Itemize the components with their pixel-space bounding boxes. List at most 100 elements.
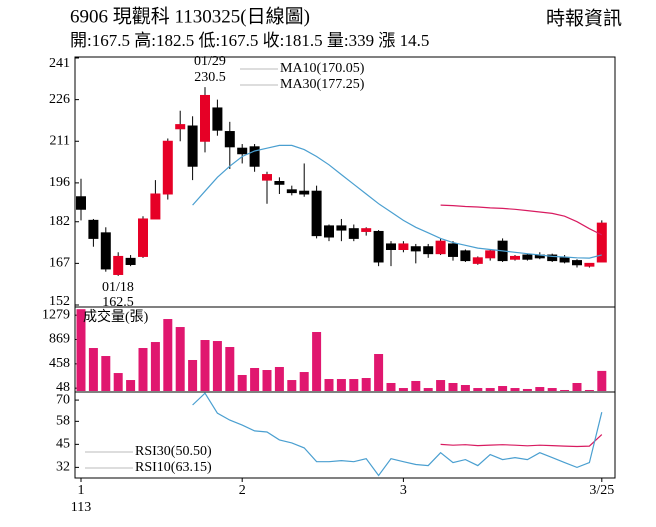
volume-bar bbox=[312, 332, 322, 391]
annotation-date: 01/18 bbox=[102, 280, 134, 295]
candle-body bbox=[398, 243, 409, 250]
y-tick-label: 241 bbox=[49, 56, 70, 71]
annotation-value: 230.5 bbox=[194, 70, 226, 85]
volume-bar bbox=[101, 356, 111, 391]
series-line bbox=[440, 204, 603, 236]
volume-bar bbox=[175, 327, 185, 391]
volume-bar bbox=[485, 388, 495, 391]
volume-bar bbox=[299, 372, 309, 391]
candle-body bbox=[100, 232, 111, 270]
legend-label: RSI30(50.50) bbox=[135, 444, 212, 459]
volume-bar bbox=[436, 380, 446, 391]
candle-body bbox=[485, 250, 496, 259]
volume-bar bbox=[200, 340, 210, 391]
candle-body bbox=[187, 125, 198, 167]
x-tick-label: 3/25 bbox=[589, 483, 614, 498]
candle-body bbox=[274, 181, 285, 185]
volume-bar bbox=[448, 382, 458, 391]
annotation-date: 01/29 bbox=[194, 54, 226, 69]
candle-body bbox=[410, 246, 421, 252]
candle-body bbox=[448, 243, 458, 257]
candle-body bbox=[572, 260, 582, 266]
volume-bar bbox=[262, 370, 272, 391]
volume-bar bbox=[547, 388, 557, 391]
candle-body bbox=[76, 196, 86, 210]
candle-body bbox=[373, 230, 384, 263]
y-tick-label: 458 bbox=[49, 356, 70, 371]
y-tick-label: 32 bbox=[56, 460, 70, 475]
annotation-value: 162.5 bbox=[102, 295, 134, 310]
candle-body bbox=[559, 257, 570, 263]
series-line bbox=[440, 434, 603, 448]
y-tick-label: 182 bbox=[49, 214, 70, 229]
volume-bar bbox=[188, 359, 198, 391]
candle-body bbox=[212, 107, 223, 131]
x-tick-label: 2 bbox=[239, 483, 246, 498]
candle-body bbox=[547, 254, 558, 262]
y-tick-label: 211 bbox=[50, 133, 70, 148]
year-label: 113 bbox=[71, 500, 91, 515]
panel-title: 成交量(張) bbox=[83, 308, 149, 325]
candle-body bbox=[286, 189, 297, 194]
y-tick-label: 45 bbox=[56, 437, 70, 452]
volume-bar bbox=[138, 348, 148, 391]
candle-body bbox=[125, 257, 136, 265]
series-line bbox=[192, 392, 603, 477]
volume-bar bbox=[113, 373, 123, 391]
volume-bar bbox=[274, 366, 284, 391]
x-tick-label: 1 bbox=[78, 483, 85, 498]
candle-body bbox=[423, 246, 434, 255]
volume-bar bbox=[374, 354, 384, 391]
volume-bar bbox=[361, 378, 371, 391]
volume-bar bbox=[460, 385, 470, 391]
legend-label: RSI10(63.15) bbox=[135, 460, 212, 475]
volume-bar bbox=[398, 388, 408, 391]
candle-body bbox=[472, 257, 483, 264]
candle-body bbox=[299, 190, 310, 195]
candle-body bbox=[386, 243, 396, 250]
volume-bar bbox=[498, 386, 508, 391]
candle-body bbox=[336, 225, 347, 231]
candle-body bbox=[200, 94, 210, 142]
candle-body bbox=[311, 190, 322, 237]
volume-bar bbox=[584, 389, 594, 391]
candle-body bbox=[596, 222, 607, 263]
series-line bbox=[192, 144, 602, 259]
y-tick-label: 152 bbox=[49, 294, 70, 309]
volume-bar bbox=[76, 309, 86, 391]
legend-label: MA30(177.25) bbox=[280, 77, 365, 92]
candle-body bbox=[249, 146, 260, 167]
y-tick-label: 70 bbox=[56, 392, 70, 407]
candle-body bbox=[138, 218, 148, 257]
candle-body bbox=[510, 255, 520, 260]
rsi-panel bbox=[74, 391, 616, 479]
volume-bar bbox=[572, 382, 582, 391]
volume-bar bbox=[411, 380, 421, 391]
candle-body bbox=[348, 228, 359, 239]
candle-body bbox=[175, 124, 186, 130]
y-tick-label: 226 bbox=[49, 92, 70, 107]
y-tick-label: 1279 bbox=[42, 307, 70, 322]
volume-bar bbox=[237, 374, 247, 391]
candle-body bbox=[88, 219, 99, 239]
volume-bar bbox=[225, 347, 235, 391]
volume-bar bbox=[324, 379, 334, 391]
candle-body bbox=[237, 147, 248, 155]
y-tick-label: 869 bbox=[49, 332, 70, 347]
candle-body bbox=[162, 140, 173, 195]
chart-subtitle: 開:167.5 高:182.5 低:167.5 收:181.5 量:339 漲 … bbox=[70, 31, 429, 50]
candle-body bbox=[150, 193, 161, 220]
volume-bar bbox=[597, 370, 607, 391]
candle-body bbox=[584, 262, 595, 267]
volume-bar bbox=[386, 382, 396, 391]
volume-bar bbox=[250, 367, 260, 391]
volume-bar bbox=[212, 341, 222, 391]
candle-body bbox=[522, 254, 533, 260]
y-tick-label: 58 bbox=[56, 414, 70, 429]
volume-bar bbox=[560, 389, 570, 391]
chart-title: 6906 現觀科 1130325(日線圖) bbox=[70, 5, 310, 27]
candle-body bbox=[460, 250, 471, 262]
candle-body bbox=[262, 174, 272, 181]
volume-bar bbox=[126, 380, 136, 391]
